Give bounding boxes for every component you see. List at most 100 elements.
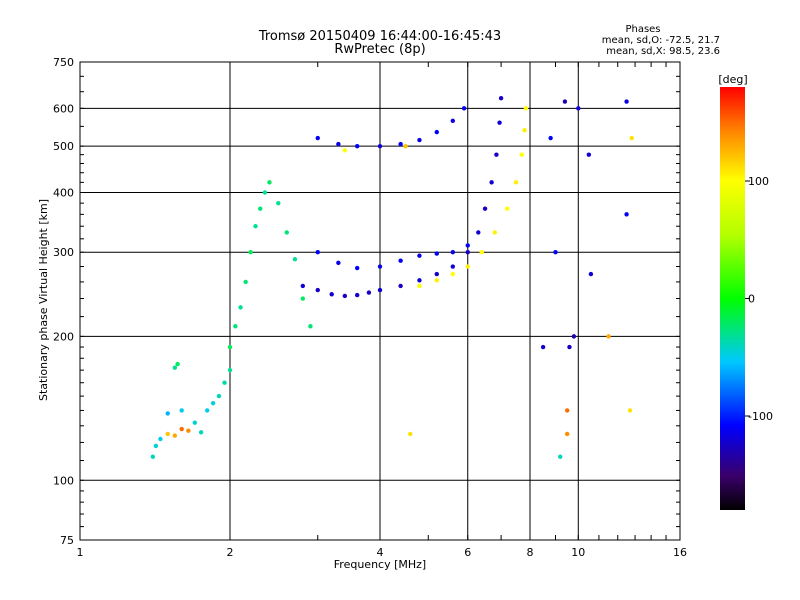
data-point [403, 143, 408, 149]
data-point [210, 400, 216, 406]
data-point [172, 433, 178, 438]
x-tick-label: 4 [377, 546, 384, 559]
data-point [342, 293, 348, 299]
y-tick-label: 750 [53, 56, 74, 69]
colorbar-tick-label: -100 [748, 410, 773, 423]
data-point [588, 271, 594, 277]
data-point [308, 324, 313, 329]
data-point [377, 264, 383, 269]
data-point [336, 141, 341, 147]
data-point [276, 200, 281, 206]
colorbar [720, 87, 745, 510]
data-point [315, 287, 320, 293]
colorbar-label: [deg] [718, 73, 747, 86]
data-point [216, 393, 222, 399]
stats-title: Phases [625, 24, 660, 35]
data-point [450, 271, 456, 277]
data-point [489, 180, 494, 185]
data-point [434, 271, 439, 277]
data-point [417, 137, 422, 143]
data-point [434, 251, 439, 256]
data-point [417, 283, 422, 289]
y-tick-label: 500 [53, 140, 74, 153]
data-point [494, 152, 499, 157]
data-point [564, 431, 570, 437]
data-point [233, 324, 238, 329]
data-point [153, 443, 159, 449]
data-point [354, 265, 360, 271]
data-point [315, 135, 320, 141]
data-point [172, 365, 178, 370]
x-tick-label: 10 [571, 546, 585, 559]
x-tick-label: 6 [464, 546, 471, 559]
data-point [482, 206, 488, 211]
data-point [558, 454, 563, 459]
data-point [329, 292, 334, 297]
data-point [576, 106, 581, 111]
x-tick-label: 2 [227, 546, 234, 559]
y-tick-label: 100 [53, 474, 74, 487]
data-point [186, 428, 191, 433]
data-point [522, 127, 527, 133]
data-point [624, 212, 629, 217]
data-point [497, 120, 502, 125]
data-point [476, 230, 481, 235]
data-point [267, 180, 272, 185]
data-point [548, 135, 553, 141]
x-tick-label: 8 [527, 546, 534, 559]
data-point [465, 243, 470, 248]
data-point [227, 344, 233, 350]
data-point [498, 95, 504, 101]
data-point [204, 408, 210, 413]
data-point [238, 305, 243, 310]
data-point [248, 250, 253, 255]
data-point [150, 454, 156, 459]
data-point [336, 260, 341, 266]
data-point [398, 258, 403, 263]
data-point [553, 250, 558, 255]
data-point [627, 408, 633, 413]
data-point [398, 283, 403, 289]
colorbar-tick-label: 0 [748, 293, 755, 306]
data-point [158, 436, 163, 442]
x-tick-label: 16 [673, 546, 687, 559]
colorbar-tick-label: 100 [748, 175, 769, 188]
x-tick-label: 1 [77, 546, 84, 559]
data-point [253, 224, 258, 229]
data-point [243, 279, 248, 285]
chart-title-line2: RwPretec (8p) [334, 42, 425, 57]
data-point [465, 250, 470, 255]
y-tick-label: 400 [53, 186, 74, 199]
data-point [492, 230, 498, 235]
data-point [284, 230, 289, 235]
y-tick-label: 200 [53, 330, 74, 343]
data-point [354, 292, 360, 298]
data-point [586, 152, 592, 157]
data-point [434, 278, 439, 283]
y-tick-label: 75 [60, 534, 74, 547]
data-point [300, 283, 306, 289]
data-point [624, 99, 629, 104]
data-point [465, 264, 470, 269]
data-point [398, 141, 403, 147]
data-point [354, 143, 360, 149]
data-point [479, 250, 484, 255]
data-point [165, 411, 170, 416]
data-point [461, 106, 467, 111]
stats-x-mode: mean, sd,X: 98.5, 23.6 [606, 46, 720, 57]
data-point [292, 257, 298, 262]
data-point [513, 180, 519, 185]
y-axis-label: Stationary phase Virtual Height [km] [37, 199, 50, 401]
data-point [222, 380, 227, 385]
data-point [408, 431, 413, 437]
data-point [300, 296, 306, 301]
data-point [606, 334, 611, 339]
data-point [540, 344, 546, 350]
y-tick-label: 300 [53, 246, 74, 259]
data-point [165, 431, 170, 437]
data-point [377, 287, 383, 293]
data-point [262, 190, 268, 195]
data-point [629, 135, 634, 141]
data-point [417, 278, 422, 283]
